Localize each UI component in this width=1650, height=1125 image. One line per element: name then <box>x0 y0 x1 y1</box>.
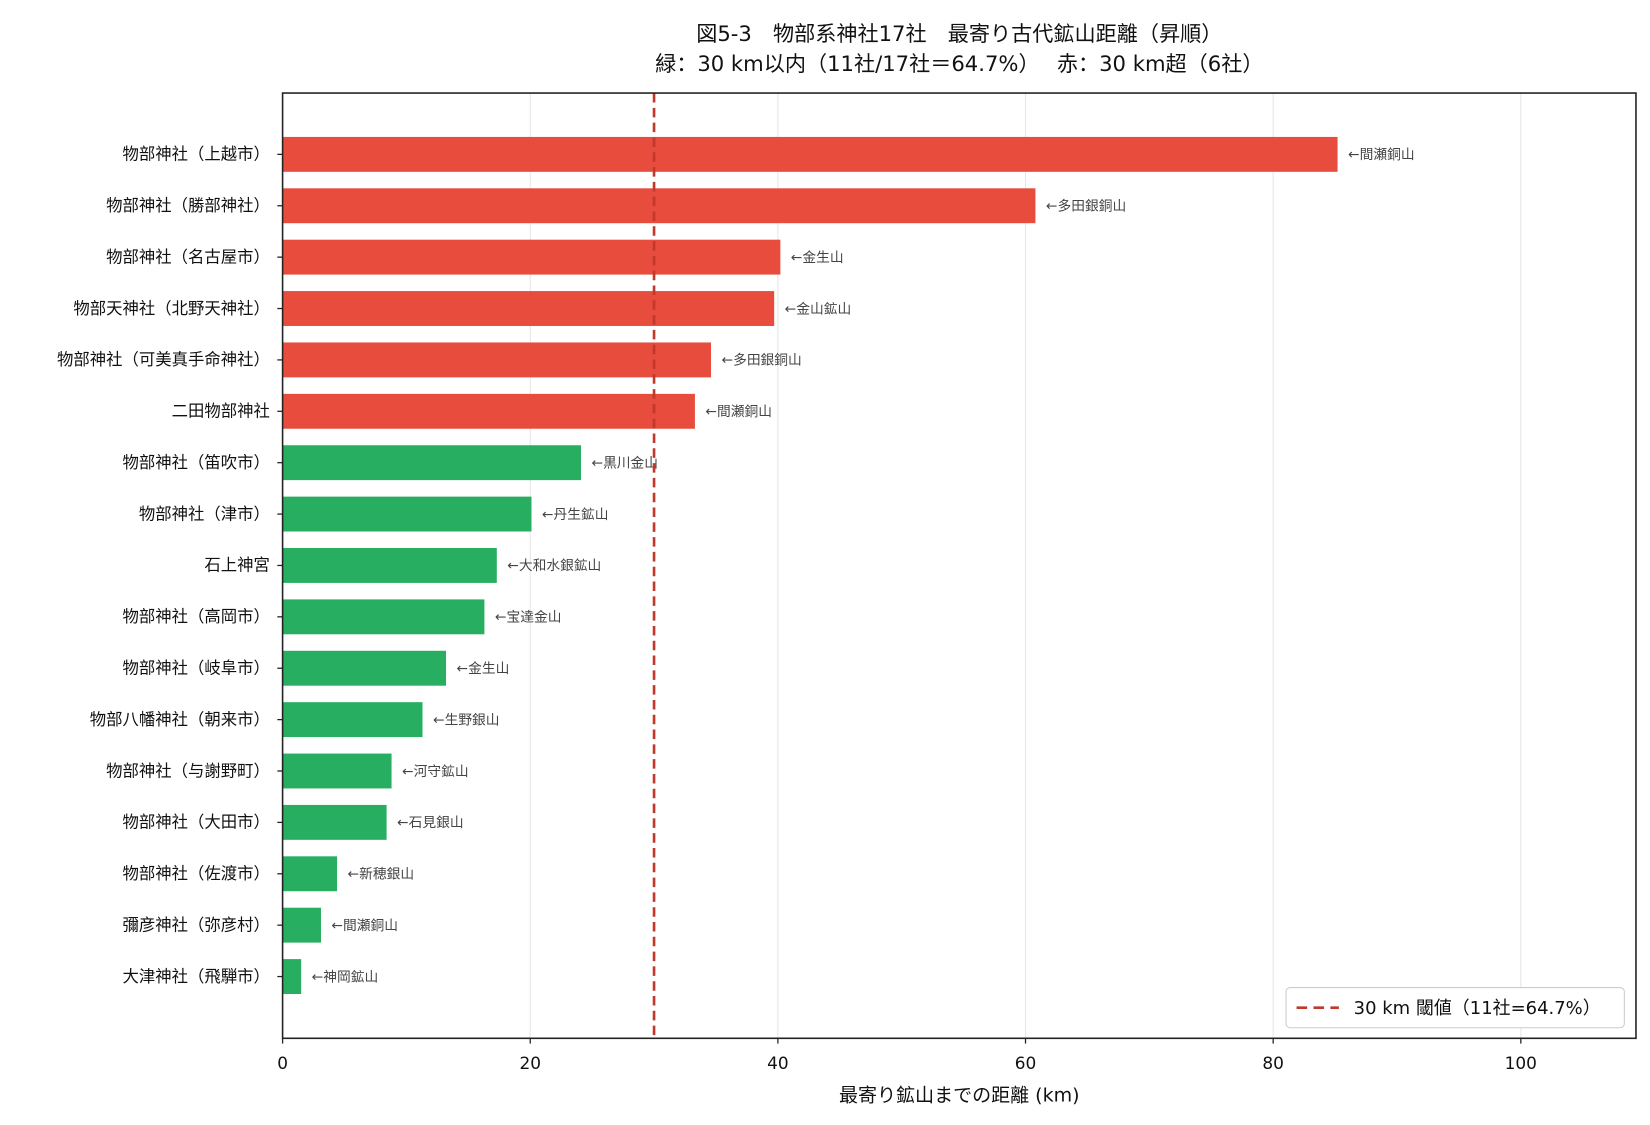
x-tick-label: 0 <box>277 1053 288 1073</box>
bar <box>282 959 302 994</box>
bar-annotation: ←石見銀山 <box>397 815 463 831</box>
y-tick-label: 物部神社（津市） <box>139 504 270 523</box>
bar-annotation: ←金生山 <box>457 661 510 677</box>
bar-annotation: ←金山鉱山 <box>785 301 851 317</box>
y-tick-label: 大津神社（飛騨市） <box>123 967 270 986</box>
bar-annotation: ←間瀬銅山 <box>1348 147 1414 163</box>
chart-subtitle: 緑：30 km以内（11社/17社＝64.7%） 赤：30 km超（6社） <box>655 51 1263 76</box>
bar-annotation: ←新穂銀山 <box>348 867 414 883</box>
x-tick-label: 20 <box>519 1053 541 1073</box>
x-tick-label: 40 <box>767 1053 789 1073</box>
x-tick-label: 60 <box>1015 1053 1037 1073</box>
bar <box>282 393 695 429</box>
bar-annotation: ←丹生鉱山 <box>542 507 608 523</box>
bar <box>282 445 582 481</box>
bar-annotation: ←多田銀銅山 <box>722 352 802 369</box>
bar-annotation: ←間瀬銅山 <box>332 918 398 934</box>
legend: 30 km 閾値（11社=64.7%） <box>1285 987 1625 1029</box>
bar <box>282 907 321 943</box>
y-tick-label: 物部神社（笛吹市） <box>123 453 270 472</box>
x-axis-label: 最寄り鉱山までの距離 (km) <box>839 1085 1080 1107</box>
y-tick-label: 物部神社（高岡市） <box>123 607 270 626</box>
plot-frame <box>281 92 1637 1040</box>
bar-annotation: ←大和水銀鉱山 <box>507 558 601 574</box>
y-tick-label: 物部神社（与謝野町） <box>106 761 270 780</box>
bar <box>282 136 1338 172</box>
bar <box>282 599 485 635</box>
bar <box>282 239 781 275</box>
y-tick-label: 物部神社（勝部神社） <box>106 196 270 215</box>
bar <box>282 753 392 789</box>
bar <box>282 188 1036 224</box>
y-tick-label: 石上神宮 <box>204 556 270 575</box>
bar-annotation: ←神岡鉱山 <box>312 969 378 985</box>
bar <box>282 291 775 326</box>
y-tick-label: 物部神社（岐阜市） <box>123 659 270 678</box>
legend-label: 30 km 閾値（11社=64.7%） <box>1354 998 1601 1019</box>
bar <box>282 702 423 738</box>
bar-annotation: ←黒川金山 <box>592 455 658 471</box>
y-tick-label: 物部神社（可美真手命神社） <box>57 350 270 369</box>
y-tick-label: 物部神社（上越市） <box>123 145 270 164</box>
y-tick-label: 物部八幡神社（朝来市） <box>90 710 270 729</box>
y-tick-label: 物部神社（名古屋市） <box>106 247 270 266</box>
bar <box>282 856 338 892</box>
bar-annotation: ←多田銀銅山 <box>1046 198 1126 215</box>
bar <box>282 342 712 378</box>
bar-annotation: ←間瀬銅山 <box>705 404 771 420</box>
bar-annotation: ←生野銀山 <box>433 712 499 728</box>
y-tick-label: 物部神社（佐渡市） <box>123 864 270 883</box>
y-tick-label: 彌彦神社（弥彦村） <box>123 915 270 934</box>
bar <box>282 804 387 840</box>
chart-title: 図5-3 物部系神社17社 最寄り古代鉱山距離（昇順） <box>696 21 1222 46</box>
legend-box <box>1285 987 1625 1029</box>
y-tick-label: 二田物部神社 <box>172 402 270 421</box>
bar <box>282 548 497 583</box>
y-tick-label: 物部神社（大田市） <box>123 813 270 832</box>
x-axis-ticks: 0 20 40 60 80 100 <box>277 1038 1537 1073</box>
bar <box>282 496 532 532</box>
bar-annotation: ←宝達金山 <box>495 610 561 626</box>
bar-annotation: ←河守鉱山 <box>402 764 468 780</box>
bar <box>282 650 447 686</box>
bar-annotation: ←金生山 <box>791 250 844 266</box>
x-tick-label: 80 <box>1262 1053 1284 1073</box>
y-tick-label: 物部天神社（北野天神社） <box>73 299 270 318</box>
x-tick-label: 100 <box>1505 1053 1537 1073</box>
